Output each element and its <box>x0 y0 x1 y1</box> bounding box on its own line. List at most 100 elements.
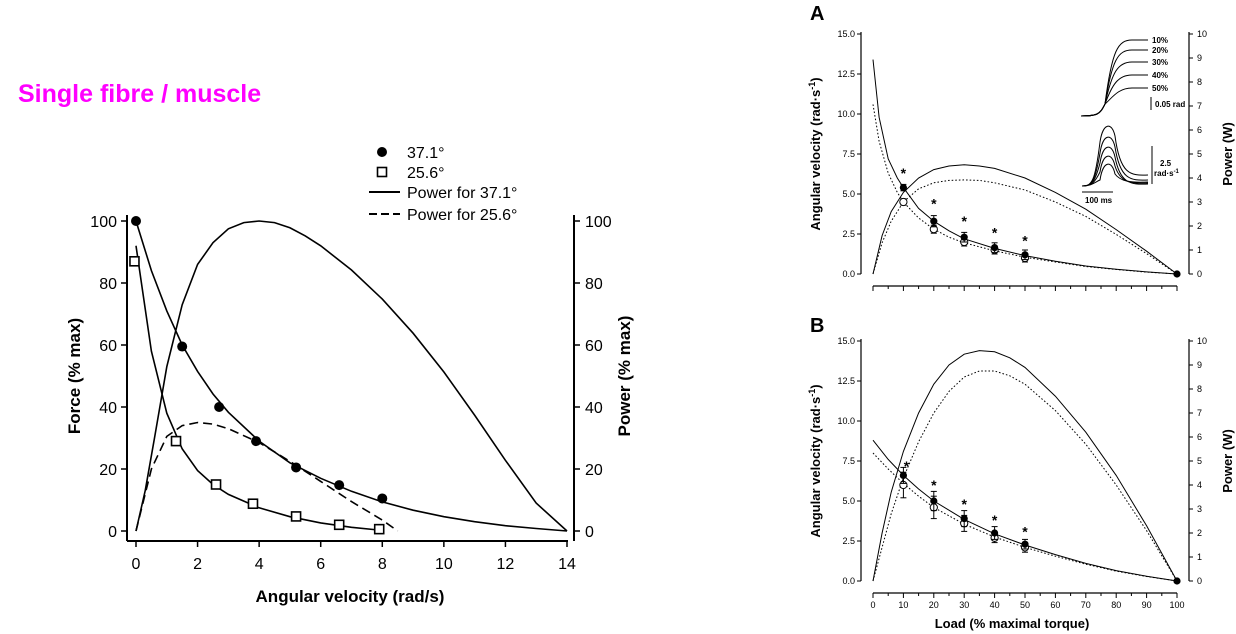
panel-b-y-label: Angular velocity (rad·s-1) <box>807 384 823 537</box>
panel-a-point-filled <box>1021 251 1029 259</box>
panel-a-y2-tick-label: 1 <box>1197 245 1202 255</box>
left-x-tick-label: 4 <box>255 556 264 573</box>
left-point-25 <box>373 523 385 535</box>
panel-b-label: B <box>810 315 824 337</box>
inset-velocity-trace <box>1081 136 1149 187</box>
panel-b-x-tick-label: 80 <box>1111 600 1121 610</box>
inset-velocity-trace <box>1081 125 1149 187</box>
left-y-tick-label: 80 <box>99 276 117 293</box>
panel-a-y-label: Angular velocity (rad·s-1) <box>807 77 823 230</box>
left-y2-tick-label: 40 <box>585 400 603 417</box>
panel-a-y-tick-label: 12.5 <box>837 69 855 79</box>
panel-a-y2-tick-label: 2 <box>1197 221 1202 231</box>
legend-label-power-25: Power for 25.6° <box>407 207 517 224</box>
inset-position-trace <box>1080 61 1148 117</box>
panel-b-x-tick-label: 50 <box>1020 600 1030 610</box>
legend-label-25: 25.6° <box>407 165 445 182</box>
inset-trace-label: 40% <box>1152 71 1168 80</box>
left-point-37 <box>131 216 141 226</box>
inset-velocity-unit-sup: -1 <box>1174 169 1180 175</box>
inset-trace-label: 20% <box>1152 46 1168 55</box>
panel-b-y-tick-label: 15.0 <box>837 336 855 346</box>
left-point-25 <box>290 511 302 522</box>
left-y2-tick-label: 0 <box>585 524 594 541</box>
left-y-tick-label: 0 <box>108 524 117 541</box>
left-point-25 <box>129 255 140 267</box>
panel-b-point-filled <box>1021 540 1029 548</box>
panel-b-y2-tick-label: 2 <box>1197 528 1202 538</box>
panel-b-significance-asterisk: * <box>904 458 910 474</box>
y-label-main: Angular velocity (rad·s <box>808 90 823 231</box>
y-label-close: ) <box>808 384 823 388</box>
panel-a-y-tick-label: 0.0 <box>842 269 855 279</box>
inset-time-scale-label: 100 ms <box>1085 196 1113 205</box>
inset-position-trace <box>1080 49 1148 117</box>
left-line-power-for-25-6- <box>135 421 399 532</box>
panel-b-y-tick-label: 12.5 <box>837 376 855 386</box>
inset-velocity-scale-unit: rad·s-1 <box>1154 169 1180 178</box>
page-title: Single fibre / muscle <box>18 80 262 108</box>
panel-a-y2-tick-label: 3 <box>1197 197 1202 207</box>
left-point-25 <box>333 519 345 531</box>
panel-a-point-filled <box>991 244 999 252</box>
legend-marker-37 <box>377 147 387 157</box>
panel-b-point-filled <box>960 515 968 523</box>
left-y2-label: Power (% max) <box>615 316 634 437</box>
panel-b-y2-tick-label: 3 <box>1197 504 1202 514</box>
left-y-tick-label: 60 <box>99 338 117 355</box>
panel-a-velocity-solid <box>872 59 1178 275</box>
panel-b-y-tick-label: 0.0 <box>842 576 855 586</box>
left-x-tick-label: 14 <box>558 556 576 573</box>
left-line-power-for-37-1- <box>135 220 568 532</box>
inset-position-scale-label: 0.05 rad <box>1155 100 1185 109</box>
panel-b-y2-tick-label: 8 <box>1197 384 1202 394</box>
inset-velocity-trace <box>1081 163 1149 187</box>
panel-b-point-filled <box>899 471 908 479</box>
legend-label-37: 37.1° <box>407 145 445 162</box>
panel-a-y2-tick-label: 0 <box>1197 269 1202 279</box>
panel-b-x-tick-label: 100 <box>1169 600 1184 610</box>
panel-a-velocity-dotted <box>872 104 1178 275</box>
left-x-tick-label: 12 <box>497 556 515 573</box>
left-y2-tick-label: 100 <box>585 214 612 231</box>
panel-a-y-tick-label: 2.5 <box>842 229 855 239</box>
panel-a: 0.0 2.5 5.0 7.5 10.0 12.5 15.0 0 1 2 3 4 5 6 7 8 9 10 A Ang… <box>807 3 1235 291</box>
y-label-superscript: -1 <box>807 82 817 90</box>
panel-b-point-filled <box>930 497 938 505</box>
left-legend: 37.1° 25.6° Power for 37.1° Power for 25.6° <box>369 145 517 224</box>
panel-b-y2-tick-label: 7 <box>1197 408 1202 418</box>
panel-a-y2-tick-label: 10 <box>1197 29 1207 39</box>
panel-b-significance-asterisk: * <box>992 512 998 528</box>
panel-b-y2-tick-label: 1 <box>1197 552 1202 562</box>
panel-a-y2-tick-label: 6 <box>1197 125 1202 135</box>
panel-a-point-open <box>899 197 908 207</box>
panel-b-power-solid <box>872 350 1178 582</box>
left-x-label: Angular velocity (rad/s) <box>256 587 445 606</box>
panel-a-y-tick-label: 10.0 <box>837 109 855 119</box>
panel-a-y2-tick-label: 5 <box>1197 149 1202 159</box>
panel-b-y2-tick-label: 9 <box>1197 360 1202 370</box>
panel-b-velocity-solid <box>872 439 1178 582</box>
panel-b-y2-tick-label: 4 <box>1197 480 1202 490</box>
inset-velocity-unit-main: rad·s <box>1154 169 1174 178</box>
panel-a-significance-asterisk: * <box>992 224 998 240</box>
inset-trace-label: 30% <box>1152 58 1168 67</box>
left-point-37 <box>251 436 262 447</box>
panel-a-significance-asterisk: * <box>961 213 967 229</box>
left-y-tick-label: 40 <box>99 400 117 417</box>
y-label-close: ) <box>808 77 823 81</box>
left-point-37 <box>377 493 388 504</box>
left-point-37 <box>177 341 188 352</box>
panel-b-significance-asterisk: * <box>961 496 967 512</box>
panel-a-significance-asterisk: * <box>931 196 937 212</box>
panel-a-y2-label: Power (W) <box>1220 122 1235 186</box>
left-x-tick-label: 10 <box>435 556 453 573</box>
y-label-main: Angular velocity (rad·s <box>808 397 823 538</box>
panel-b-power-dotted <box>872 370 1178 582</box>
panel-b-x-tick-label: 10 <box>898 600 908 610</box>
inset-trace-label: 10% <box>1152 36 1168 45</box>
panel-b-y2-tick-label: 6 <box>1197 432 1202 442</box>
left-x-tick-label: 6 <box>316 556 325 573</box>
panel-a-significance-asterisk: * <box>901 165 907 181</box>
